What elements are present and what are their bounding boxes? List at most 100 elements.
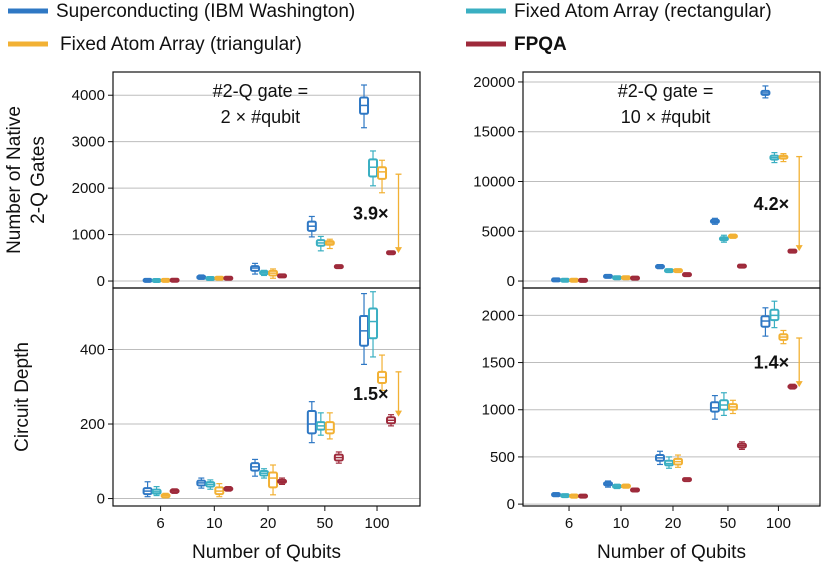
- box-bl-50-s2: [315, 412, 326, 436]
- legend-label-2: Fixed Atom Array (rectangular): [514, 1, 772, 22]
- box-br-10-s3: [621, 483, 632, 489]
- plot-frame-br: [522, 287, 821, 507]
- y-tick-label-bl: 400: [80, 341, 105, 358]
- annotation-tr: #2-Q gate =: [618, 81, 714, 101]
- y-tick-label-tr: 20000: [473, 74, 515, 91]
- ratio-arrow-head-tr: [795, 245, 803, 252]
- plot-frame-tl: [112, 71, 421, 289]
- legend-label-4: FPQA: [514, 34, 567, 55]
- x-tick-label-bl: 6: [156, 515, 164, 532]
- annotation-tl: 2 × #qubit: [221, 107, 301, 127]
- legend-label-1: Superconducting (IBM Washington): [56, 1, 355, 22]
- box-bl-10-s3: [214, 483, 225, 498]
- x-axis-title-br: Number of Qubits: [597, 542, 746, 563]
- box-br-6-s1: [551, 492, 562, 498]
- box-bl-6-s3: [160, 492, 171, 499]
- box-br-6-s3: [569, 493, 580, 499]
- y-tick-label-tl: 2000: [72, 180, 105, 197]
- box-tl-6-s1: [142, 277, 153, 283]
- box-tr-50-s3: [727, 233, 738, 239]
- y-tick-label-br: 2000: [482, 307, 515, 324]
- plot-frame-bl: [112, 287, 421, 507]
- box-bl-100-s2: [368, 291, 379, 358]
- ratio-label-bl: 1.5×: [353, 384, 389, 404]
- x-axis-title-bl: Number of Qubits: [192, 542, 341, 563]
- box-br-6-s2: [560, 493, 571, 499]
- y-tick-label-br: 0: [507, 496, 515, 513]
- box-tr-50-s1: [709, 217, 720, 225]
- box-tr-20-s3: [672, 268, 683, 274]
- y-tick-label-tr: 15000: [473, 124, 515, 141]
- box-tl-20-s4: [277, 273, 288, 279]
- box-body: [268, 471, 279, 489]
- box-tl-50-s3: [324, 238, 335, 250]
- box-br-100-s4: [787, 383, 798, 390]
- y-tick-label-tl: 4000: [72, 87, 105, 104]
- box-tl-10-s2: [205, 275, 216, 281]
- box-bl-50-s1: [306, 401, 317, 444]
- box-tl-20-s2: [259, 269, 270, 277]
- box-bl-100-s4: [386, 414, 397, 427]
- box-tl-50-s1: [306, 215, 317, 238]
- ratio-arrow-head-br: [795, 381, 803, 388]
- box-tl-10-s3: [214, 275, 225, 281]
- box-tr-10-s4: [630, 275, 641, 281]
- box-br-50-s4: [736, 441, 747, 450]
- plot-frame-tr: [522, 71, 821, 289]
- box-body: [324, 421, 335, 435]
- box-bl-10-s1: [196, 477, 207, 489]
- box-br-20-s2: [663, 456, 674, 469]
- x-tick-label-bl: 10: [206, 515, 223, 532]
- y-tick-label-tr: 10000: [473, 173, 515, 190]
- panel-tr: [518, 71, 821, 289]
- box-bl-20-s2: [259, 468, 270, 479]
- box-bl-50-s4: [333, 451, 344, 464]
- box-body: [306, 409, 317, 435]
- box-tl-10-s1: [196, 274, 207, 280]
- box-bl-6-s4: [169, 488, 180, 494]
- box-tr-10-s3: [621, 275, 632, 281]
- box-bl-100-s3: [377, 354, 388, 392]
- panel-br: [518, 287, 821, 511]
- box-tr-6-s2: [560, 277, 571, 283]
- box-tl-100-s1: [359, 84, 370, 129]
- box-tl-6-s2: [151, 277, 162, 283]
- box-br-10-s4: [630, 487, 641, 493]
- box-br-50-s3: [727, 399, 738, 415]
- y-tick-label-tl: 3000: [72, 134, 105, 151]
- box-br-50-s1: [709, 394, 720, 420]
- box-br-100-s2: [769, 300, 780, 329]
- x-tick-label-bl: 50: [316, 515, 333, 532]
- box-br-10-s2: [612, 483, 623, 490]
- box-tr-100-s1: [760, 85, 771, 99]
- box-tr-50-s4: [736, 263, 747, 269]
- box-br-20-s3: [672, 454, 683, 468]
- box-tl-10-s4: [223, 275, 234, 281]
- box-bl-20-s3: [268, 464, 279, 496]
- y-tick-label-bl: 0: [97, 491, 105, 508]
- y-axis-title-tl: Number of Native: [4, 106, 25, 254]
- x-tick-label-br: 100: [766, 515, 791, 532]
- box-bl-20-s1: [250, 458, 261, 477]
- box-br-6-s4: [578, 493, 589, 499]
- x-tick-label-bl: 100: [365, 515, 390, 532]
- box-br-50-s2: [718, 392, 729, 417]
- box-bl-6-s1: [142, 481, 153, 498]
- box-tl-50-s4: [333, 264, 344, 270]
- ratio-label-tr: 4.2×: [754, 194, 790, 214]
- box-tr-6-s3: [569, 277, 580, 283]
- box-br-20-s1: [654, 450, 665, 466]
- box-bl-50-s3: [324, 412, 335, 440]
- box-tr-20-s2: [663, 268, 674, 274]
- box-bl-10-s2: [205, 479, 216, 490]
- ratio-label-tl: 3.9×: [353, 204, 389, 224]
- legend-label-3: Fixed Atom Array (triangular): [60, 34, 302, 55]
- panel-bl: [108, 287, 421, 511]
- box-tl-100-s4: [386, 250, 397, 256]
- y-tick-label-tr: 0: [507, 273, 515, 290]
- box-tl-6-s4: [169, 277, 180, 283]
- box-tl-100-s2: [368, 150, 379, 187]
- box-tl-50-s2: [315, 235, 326, 252]
- y-tick-label-br: 1000: [482, 402, 515, 419]
